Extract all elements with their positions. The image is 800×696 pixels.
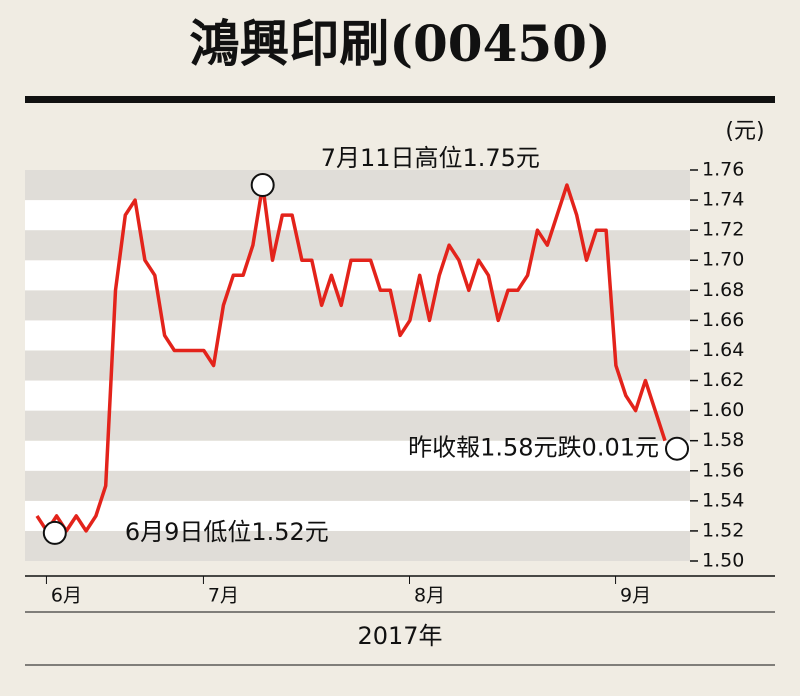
annotation: 6月9日低位1.52元	[125, 518, 329, 546]
grid-band	[25, 410, 690, 441]
grid-band	[25, 470, 690, 501]
grid-band	[25, 320, 690, 351]
y-tick-label: 1.54	[702, 489, 744, 511]
chart-title: 鴻興印刷(00450)	[189, 14, 610, 73]
y-tick-label: 1.74	[702, 189, 744, 211]
y-tick-label: 1.62	[702, 369, 744, 391]
grid-band	[25, 380, 690, 411]
y-tick-label: 1.60	[702, 399, 744, 421]
grid-band	[25, 170, 690, 201]
y-tick-label: 1.68	[702, 279, 744, 301]
x-tick-label: 8月	[414, 585, 445, 607]
y-tick-label: 1.76	[702, 159, 744, 181]
marker	[665, 436, 689, 461]
x-tick-label: 9月	[620, 585, 651, 607]
grid-band	[25, 530, 690, 561]
grid-band	[25, 290, 690, 321]
x-label: 2017年	[357, 622, 442, 650]
y-tick-label: 1.50	[702, 550, 744, 572]
y-tick-label: 1.64	[702, 339, 744, 361]
grid-band	[25, 350, 690, 381]
y-tick-label: 1.66	[702, 309, 744, 331]
bands	[25, 170, 690, 561]
grid-band	[25, 440, 690, 471]
x-tick-label: 7月	[208, 585, 239, 607]
y-tick-label: 1.56	[702, 459, 744, 481]
grid-band	[25, 260, 690, 291]
x-tick-label: 6月	[51, 585, 82, 607]
marker	[250, 173, 275, 198]
annotation: 昨收報1.58元跌0.01元	[408, 434, 659, 462]
title-rule	[25, 96, 775, 103]
y-tick-label: 1.58	[702, 429, 744, 451]
y-tick-label: 1.52	[702, 519, 744, 541]
y-tick-label: 1.72	[702, 219, 744, 241]
y-tick-label: 1.70	[702, 249, 744, 271]
y-unit: (元)	[725, 119, 764, 144]
line	[35, 183, 667, 533]
annotation: 7月11日高位1.75元	[321, 144, 540, 172]
grid-band	[25, 500, 690, 531]
grid-band	[25, 230, 690, 261]
marker	[42, 520, 67, 545]
